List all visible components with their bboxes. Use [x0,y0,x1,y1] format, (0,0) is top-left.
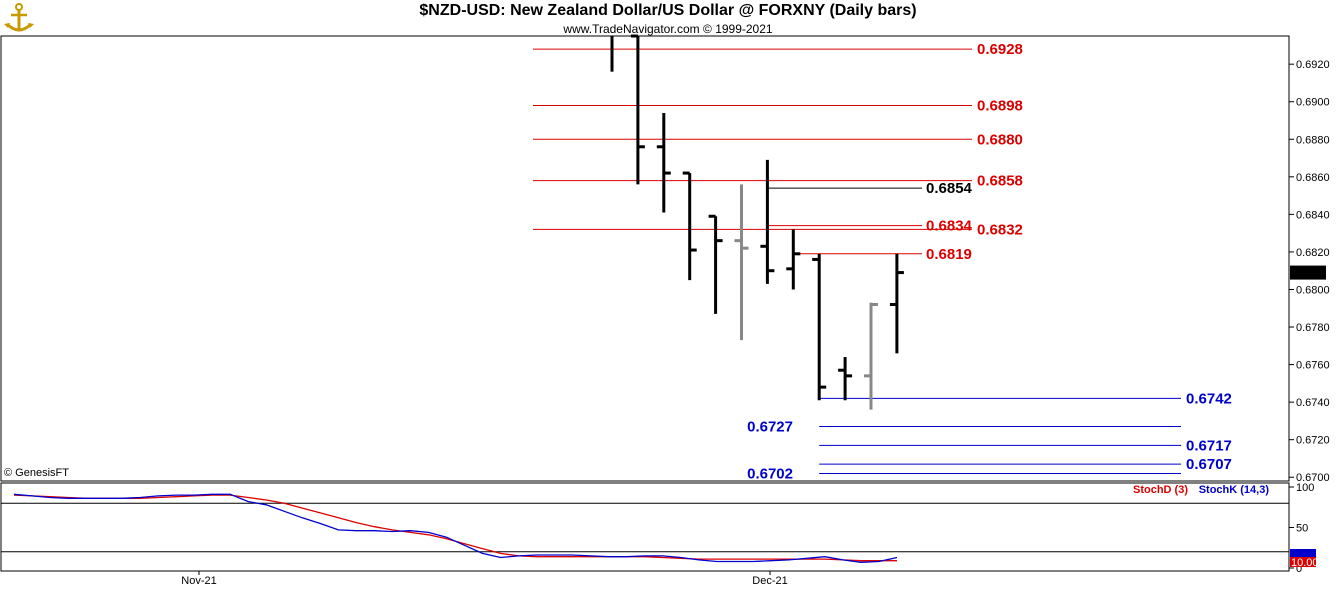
price-tick-label: 0.6860 [1296,172,1330,184]
level-label: 0.6819 [926,246,972,263]
price-tick-label: 0.6880 [1296,134,1330,146]
price-tick-label: 0.6900 [1296,97,1330,109]
stochastic-last-value-label: 10.00 [1291,557,1319,569]
last-price-box [1290,265,1326,280]
chart-subtitle: www.TradeNavigator.com © 1999-2021 [563,22,773,36]
stochastic-panel: 100 50 0 StochD (3) StochK (14,3) 10.00 [0,482,1319,575]
price-tick-label: 0.6700 [1296,472,1330,484]
last-price-label: 0.6809 [1291,268,1325,280]
stoch-d-last-box [1290,557,1316,567]
stochastic-tick-label: 100 [1296,482,1314,494]
level-label: 0.6727 [747,419,793,436]
level-label: 0.6928 [977,41,1023,58]
level-label: 0.6717 [1186,437,1232,454]
stoch-k-line [13,493,898,563]
price-tick-label: 0.6840 [1296,209,1330,221]
price-tick-label: 0.6820 [1296,247,1330,259]
stoch-k-last-box [1290,549,1316,557]
price-tick-label: 0.6800 [1296,284,1330,296]
level-label: 0.6707 [1186,456,1232,473]
level-label: 0.6854 [926,180,973,197]
stoch-d-line [13,494,897,562]
stochastic-legend-entry: StochD (3) [1133,484,1188,496]
level-label: 0.6702 [747,465,793,482]
price-tick-label: 0.6740 [1296,397,1330,409]
level-label: 0.6832 [977,221,1023,238]
anchor-logo-icon [4,3,34,32]
price-panel: 0.6920 0.6900 0.6880 0.6860 0.6840 0.6820 0.68… [0,34,1330,484]
level-label: 0.6834 [926,218,973,235]
date-tick-label: Nov-21 [181,575,216,587]
stochastic-tick-label: 50 [1296,523,1308,535]
stochastic-axis-ticks: 100 50 0 [1289,482,1314,575]
date-axis-ticks: Nov-21 Dec-21 [181,571,788,587]
price-tick-label: 0.6920 [1296,59,1330,71]
level-label: 0.6858 [977,173,1023,190]
chart-title: $NZD-USD: New Zealand Dollar/US Dollar @… [419,2,917,19]
price-bars [610,34,904,410]
last-price-marker: 0.6809 [1290,265,1326,280]
level-label: 0.6880 [977,131,1023,148]
level-label: 0.6742 [1186,390,1232,407]
price-tick-label: 0.6720 [1296,435,1330,447]
stochastic-legend: StochD (3) StochK (14,3) [1133,484,1269,496]
price-axis-ticks: 0.6920 0.6900 0.6880 0.6860 0.6840 0.6820 0.68… [1289,59,1330,484]
stochastic-tick-label: 0 [1296,563,1302,575]
stochastic-last-value: 10.00 [1290,549,1319,569]
stochastic-guide-lines [1,502,1289,553]
level-label: 0.6898 [977,97,1023,114]
date-tick-label: Dec-21 [752,575,787,587]
stochastic-legend-entry: StochK (14,3) [1199,484,1270,496]
price-tick-label: 0.6780 [1296,322,1330,334]
price-tick-label: 0.6760 [1296,360,1330,372]
price-panel-frame [0,35,1290,482]
stochastic-lines [13,493,898,563]
copyright-label: © GenesisFT [4,467,69,479]
